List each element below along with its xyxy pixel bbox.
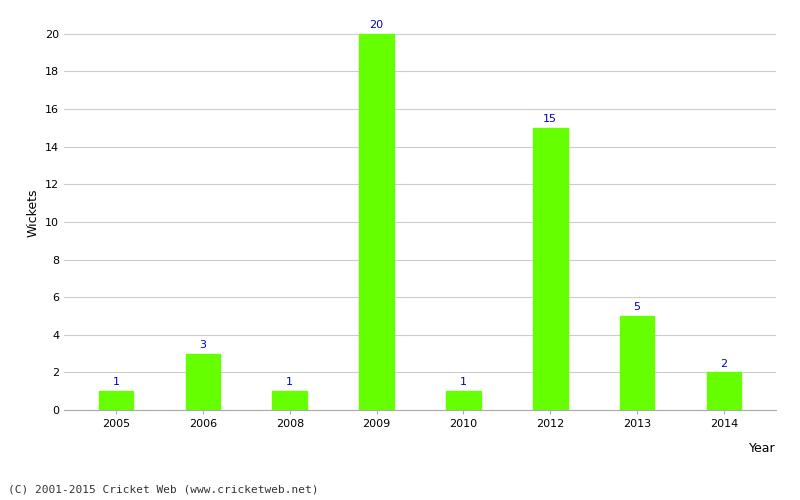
Bar bbox=[706, 372, 742, 410]
Text: 3: 3 bbox=[199, 340, 206, 350]
Bar bbox=[98, 391, 134, 410]
Bar bbox=[446, 391, 481, 410]
Text: 20: 20 bbox=[370, 20, 384, 30]
Bar bbox=[359, 34, 394, 410]
Text: 5: 5 bbox=[634, 302, 641, 312]
Bar bbox=[620, 316, 654, 410]
Text: (C) 2001-2015 Cricket Web (www.cricketweb.net): (C) 2001-2015 Cricket Web (www.cricketwe… bbox=[8, 485, 318, 495]
Bar bbox=[533, 128, 568, 410]
Bar bbox=[186, 354, 220, 410]
Text: Year: Year bbox=[750, 442, 776, 454]
Text: 1: 1 bbox=[286, 378, 294, 388]
Text: 1: 1 bbox=[113, 378, 119, 388]
Text: 15: 15 bbox=[543, 114, 558, 124]
Text: 2: 2 bbox=[720, 358, 727, 368]
Text: 1: 1 bbox=[460, 378, 467, 388]
Y-axis label: Wickets: Wickets bbox=[26, 188, 39, 237]
Bar bbox=[272, 391, 307, 410]
